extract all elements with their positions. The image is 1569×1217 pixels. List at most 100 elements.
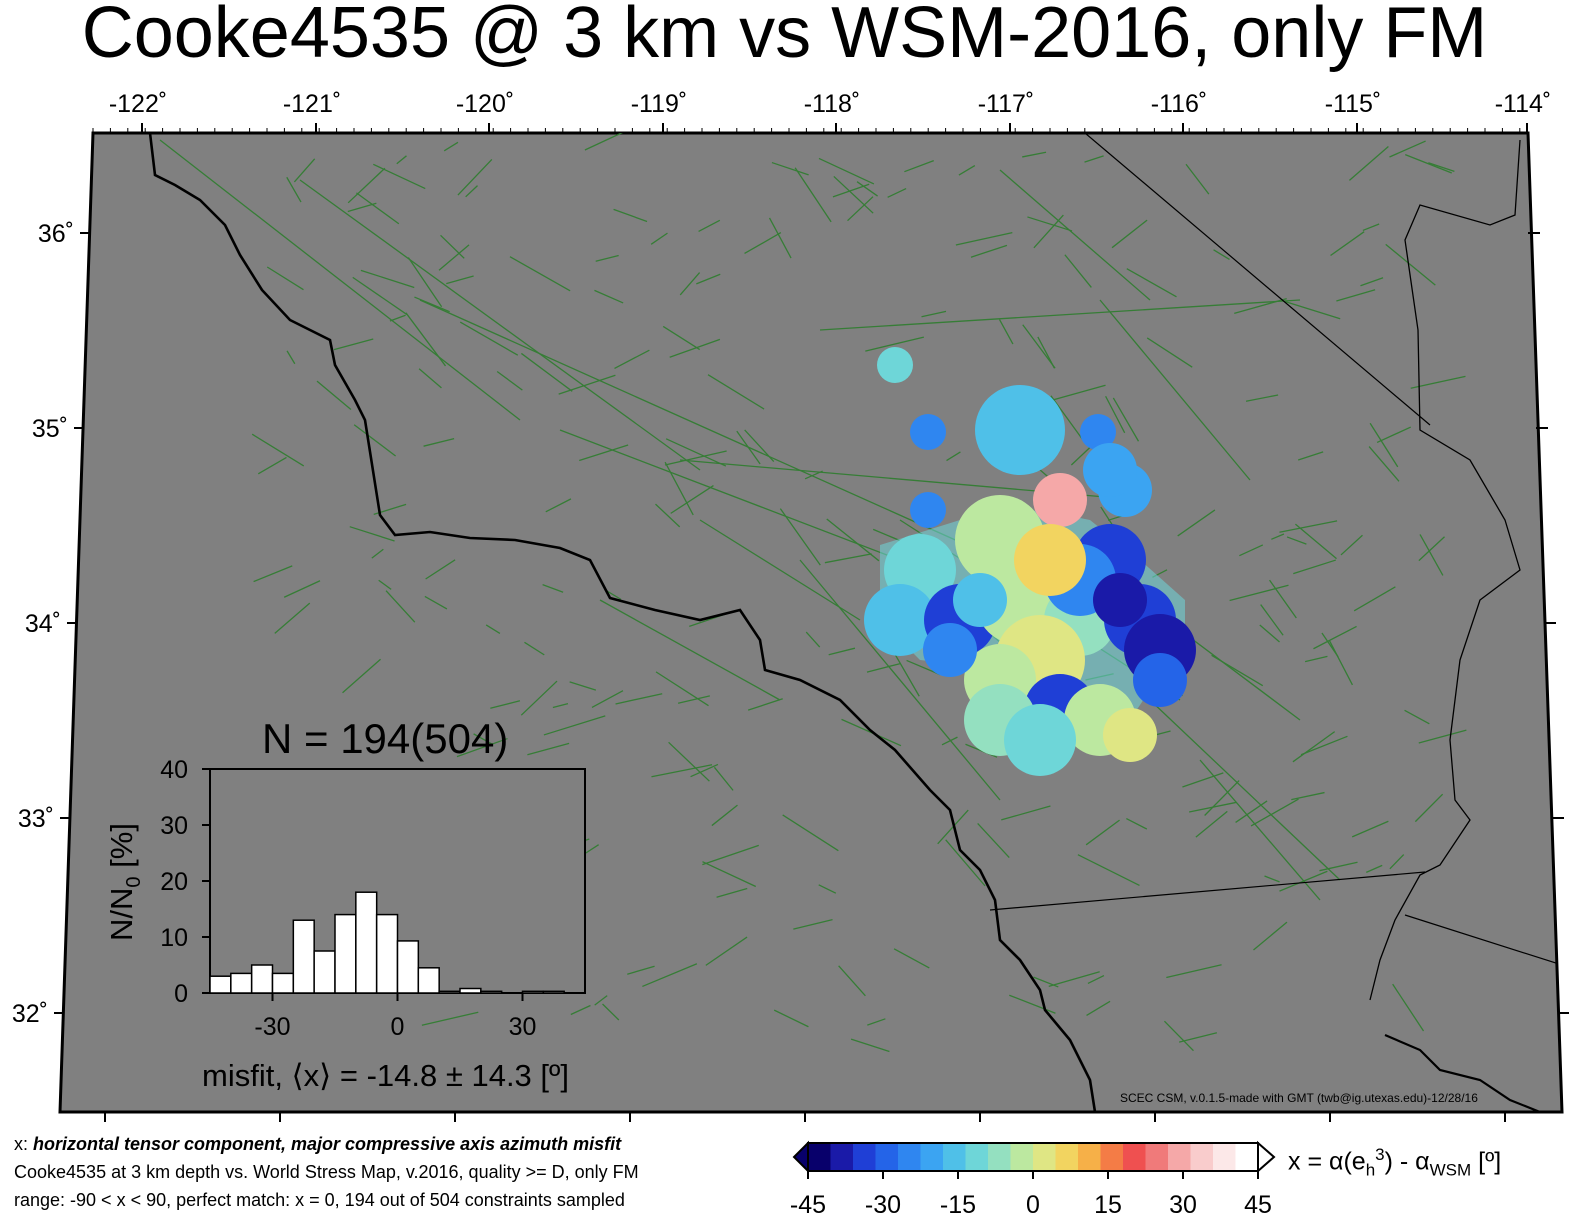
fault-segment (768, 217, 792, 259)
colorbar-tick-label: 15 (1094, 1191, 1122, 1217)
fault-segment (473, 733, 493, 745)
fault-segment (1213, 249, 1230, 261)
fault-segment (418, 368, 442, 389)
fault-segment (527, 742, 570, 756)
fault-segment (378, 579, 392, 590)
histogram-bar (417, 967, 440, 994)
colorbar-swatch (898, 1143, 921, 1171)
fault-segment (446, 275, 474, 285)
fault-segment (602, 1003, 620, 1021)
fault-segment (1245, 394, 1279, 402)
misfit-cell (1083, 443, 1137, 497)
fault-segment (702, 844, 759, 866)
fault-segment (257, 456, 287, 475)
fault-segment (371, 548, 384, 559)
fault-segment (1178, 1032, 1218, 1043)
fault-segment (946, 451, 961, 462)
fault-segment (1177, 509, 1216, 537)
fault-segment (1313, 625, 1357, 650)
histogram-ytick-label: 10 (160, 924, 188, 952)
colorado-river (1369, 139, 1521, 1001)
fault-segment (615, 693, 663, 705)
fault-segment (744, 232, 782, 255)
misfit-cell (1004, 704, 1076, 776)
fault-segment (1009, 994, 1056, 1014)
colorbar-tick-label: -15 (940, 1191, 976, 1217)
fault-segment (1189, 801, 1237, 813)
fault-segment (457, 159, 493, 196)
misfit-cell (910, 492, 946, 528)
fault-segment (570, 1004, 591, 1016)
state-border-ca-nv (1084, 133, 1431, 426)
histogram-bar (313, 950, 336, 994)
fault-segment (747, 698, 783, 711)
colorbar-swatch (1100, 1143, 1124, 1171)
fault-segment (677, 695, 711, 704)
fault-segment (664, 461, 694, 516)
fault-segment (782, 814, 839, 852)
fault-segment (1279, 870, 1328, 892)
fault-segment (1376, 426, 1412, 444)
footer-line-1: x: horizontal tensor component, major co… (14, 1134, 622, 1154)
fault-segment (490, 700, 521, 709)
fault-segment (414, 296, 450, 313)
fault-segment (1085, 819, 1120, 846)
fault-segment (887, 187, 907, 198)
fault-segment (1250, 798, 1299, 827)
fault-segment (316, 380, 352, 411)
fault-segment (440, 234, 465, 259)
fault-segment (613, 208, 648, 223)
fault-segment (253, 565, 293, 583)
histogram-ytick-label: 20 (160, 868, 188, 896)
fault-segment (1033, 214, 1064, 249)
fault-segment (664, 450, 727, 466)
fault-segment (890, 647, 920, 697)
fault-segment (702, 861, 757, 888)
fault-segment (1235, 800, 1268, 823)
fault-segment (594, 995, 608, 1006)
fault-segment (509, 256, 571, 292)
colorbar-swatch (1145, 1143, 1169, 1171)
colorbar-swatch (1235, 1143, 1259, 1171)
fault-segment (520, 680, 558, 716)
histogram-xlabel: misfit, ⟨x⟩ = -14.8 ± 14.3 [º] (202, 1058, 569, 1093)
fault-segment (893, 948, 930, 969)
fault-segment (1336, 289, 1376, 302)
fault-segment (1185, 163, 1210, 195)
fault-segment (1304, 655, 1328, 663)
fault-segment (1239, 544, 1264, 557)
fault-segment (662, 325, 701, 351)
fault-segment (1146, 337, 1193, 368)
colorbar-label: x = α(eh3) - αWSM [º] (1288, 1145, 1502, 1180)
histogram-xtick-label: 30 (509, 1013, 537, 1041)
fault-segment (542, 584, 564, 593)
fault-segment (1418, 729, 1467, 744)
fault-segment (826, 518, 880, 562)
misfit-histogram: 0 10 20 30 40 -30 0 30 N/N0 [%] (104, 756, 586, 1041)
colorbar-swatch (965, 1143, 989, 1171)
fault-segment (405, 312, 447, 367)
colorbar-swatch (1033, 1143, 1056, 1171)
histogram-bar (250, 964, 274, 994)
fault-segment (833, 175, 874, 214)
fault-segment (1404, 154, 1452, 174)
histogram-ytick-label: 40 (160, 756, 188, 784)
fault-segment (705, 936, 748, 966)
fault-line (299, 179, 701, 471)
fault-segment (1368, 446, 1400, 482)
fault-segment (425, 559, 456, 580)
fault-segment (1087, 974, 1105, 985)
histogram-bar (459, 987, 482, 994)
lon-tick-label: -116˚ (1151, 90, 1208, 118)
misfit-cell (1014, 524, 1086, 596)
histogram-bar (480, 990, 503, 994)
fault-segment (713, 766, 734, 791)
fault-segment (438, 244, 470, 271)
fault-segment (407, 257, 443, 308)
fault-segment (771, 161, 809, 176)
fault-segment (1328, 640, 1354, 686)
histogram-xtick-label: -30 (254, 1013, 290, 1041)
colorbar-swatch (988, 1143, 1011, 1171)
fault-segment (396, 155, 407, 165)
